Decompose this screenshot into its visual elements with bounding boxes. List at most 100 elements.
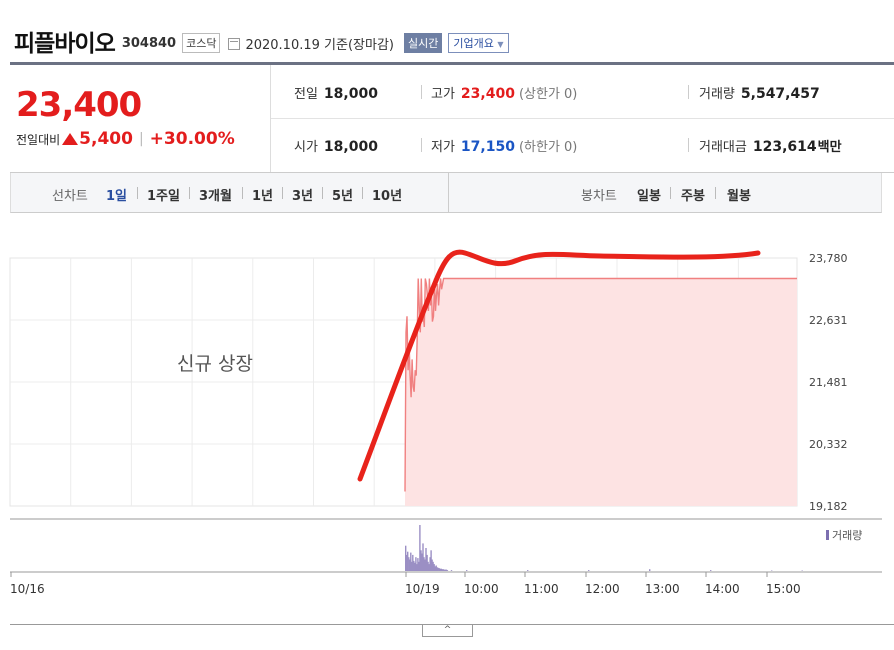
- realtime-button[interactable]: 실시간: [404, 33, 443, 53]
- company-info-dropdown[interactable]: 기업개요 ▼: [448, 33, 509, 53]
- volume-bars: [405, 525, 803, 571]
- line-chart-label: 선차트: [52, 189, 88, 204]
- volume-bar: [431, 559, 433, 571]
- volume-legend: 거래량: [832, 529, 862, 542]
- x-tick-label: 14:00: [705, 582, 740, 596]
- volume-bar: [430, 550, 432, 571]
- cell-divider: [688, 85, 689, 99]
- hand-drawn-trend-marker: [357, 249, 761, 482]
- change-percent: +30.00%: [149, 129, 235, 149]
- volume-bar: [418, 561, 420, 571]
- price-change: 전일대비 5,400 | +30.00%: [16, 129, 235, 149]
- volume-bar: [410, 552, 412, 571]
- sep: [715, 187, 716, 199]
- volume-bar: [434, 566, 436, 571]
- calendar-icon: [228, 37, 241, 50]
- volume-legend-swatch: [826, 530, 829, 540]
- y-tick-label: 22,631: [809, 314, 848, 327]
- volume-bar: [527, 570, 529, 571]
- quote-date: 2020.10.19 기준(장마감): [245, 37, 394, 53]
- trade-amount: 거래대금 123,614 백만: [699, 139, 842, 155]
- volume-bar: [439, 568, 441, 571]
- period-1y[interactable]: 1년: [252, 189, 274, 204]
- volume-bar: [416, 564, 418, 571]
- collapse-toggle[interactable]: ^: [422, 625, 473, 637]
- x-tick-label: 11:00: [524, 582, 559, 596]
- price-summary: 23,400 전일대비 5,400 | +30.00% 전일 18,000 고가 2…: [10, 65, 894, 173]
- chevron-up-icon: ^: [443, 625, 452, 635]
- stock-name: 피플바이오: [14, 31, 116, 57]
- volume-bar: [440, 568, 442, 571]
- period-10y[interactable]: 10년: [372, 189, 403, 204]
- volume-bar: [411, 561, 413, 571]
- volume-bar: [432, 561, 434, 571]
- volume-bar: [771, 570, 773, 571]
- volume-bar: [436, 567, 438, 571]
- cell-divider: [421, 138, 422, 152]
- volume-bar: [450, 570, 453, 571]
- stock-header: 피플바이오 304840 코스닥 2020.10.19 기준(장마감) 실시간 …: [14, 26, 509, 57]
- header-divider: [10, 62, 894, 65]
- volume-bar: [420, 550, 422, 571]
- period-1w[interactable]: 1주일: [147, 189, 180, 204]
- volume-bar: [433, 564, 435, 571]
- x-tick-label: 10/16: [10, 582, 45, 596]
- volume-bar: [419, 525, 421, 571]
- volume-bar: [422, 543, 424, 571]
- volume-bar: [412, 554, 414, 571]
- row-divider: [271, 118, 894, 119]
- volume-bar: [441, 569, 443, 571]
- candle-weekly[interactable]: 주봉: [681, 189, 705, 204]
- x-tick-label: 15:00: [766, 582, 801, 596]
- open-price: 시가 18,000: [294, 139, 378, 155]
- current-price: 23,400: [16, 85, 142, 125]
- low-price: 저가 17,150 (하한가 0): [431, 139, 578, 155]
- sep: [242, 187, 243, 199]
- x-tick-label: 13:00: [645, 582, 680, 596]
- volume-bar: [445, 569, 448, 571]
- volume-bar: [710, 570, 712, 571]
- volume-bar: [435, 565, 437, 571]
- prev-close: 전일 18,000: [294, 86, 378, 102]
- market-badge: 코스닥: [182, 33, 221, 53]
- volume-bar: [407, 551, 409, 571]
- volume-bar: [426, 554, 428, 571]
- candle-daily[interactable]: 일봉: [637, 189, 661, 204]
- change-label: 전일대비: [16, 132, 61, 147]
- volume-bar: [649, 569, 651, 571]
- volume-bar: [442, 569, 444, 571]
- volume-bar: [446, 570, 449, 571]
- period-3y[interactable]: 3년: [292, 189, 314, 204]
- volume-bar: [588, 570, 590, 571]
- period-1d[interactable]: 1일: [106, 189, 128, 204]
- cell-divider: [421, 85, 422, 99]
- volume-bar: [444, 569, 446, 571]
- volume-bar: [437, 567, 439, 571]
- volume-bar: [406, 554, 408, 571]
- volume-bar: [425, 548, 427, 571]
- cell-divider: [688, 138, 689, 152]
- sep: [362, 187, 363, 199]
- stock-code: 304840: [121, 36, 177, 51]
- high-price: 고가 23,400 (상한가 0): [431, 86, 578, 102]
- volume-bar: [408, 557, 410, 571]
- sep: [282, 187, 283, 199]
- volume-bar: [423, 557, 425, 571]
- period-3m[interactable]: 3개월: [199, 189, 232, 204]
- sep: [322, 187, 323, 199]
- sep: [670, 187, 671, 199]
- volume-bar: [443, 569, 445, 571]
- volume-bar: [405, 545, 407, 571]
- volume-bar: [417, 558, 419, 571]
- volume: 거래량 5,547,457: [699, 86, 820, 102]
- candle-monthly[interactable]: 월봉: [727, 189, 751, 204]
- volume-bar: [415, 557, 417, 571]
- period-5y[interactable]: 5년: [332, 189, 354, 204]
- price-area: [405, 278, 797, 506]
- new-listing-annotation: 신규 상장: [177, 353, 253, 375]
- y-tick-label: 20,332: [809, 438, 848, 451]
- x-tick-label: 10:00: [464, 582, 499, 596]
- volume-bar: [421, 553, 423, 571]
- x-tick-label: 10/19: [405, 582, 440, 596]
